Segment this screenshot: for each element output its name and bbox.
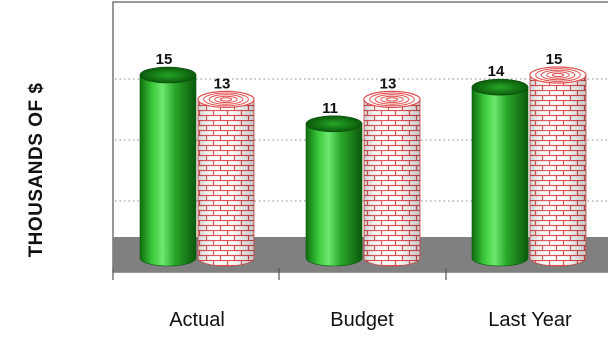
- data-label: 15: [156, 51, 173, 68]
- data-label: 15: [546, 51, 563, 68]
- bar-last-year-series-2: [529, 66, 587, 267]
- data-label: 14: [488, 63, 505, 80]
- data-label: 11: [322, 100, 338, 117]
- bar-budget-series-1: [305, 115, 363, 267]
- data-label: 13: [380, 75, 397, 92]
- y-axis-title: THOUSANDS OF $: [26, 83, 47, 258]
- bar-actual-series-2: [197, 90, 255, 267]
- bar-budget-series-2: [363, 90, 421, 267]
- bar-last-year-series-1: [471, 78, 529, 267]
- bars: 15 13 11 13 14 15: [139, 51, 587, 267]
- x-tick-label: Actual: [169, 309, 225, 331]
- x-tick-label: Budget: [330, 309, 394, 331]
- data-label: 13: [214, 75, 231, 92]
- x-tick-label: Last Year: [488, 309, 572, 331]
- x-ticks: Actual Budget Last Year: [112, 268, 572, 331]
- bar-actual-series-1: [139, 66, 197, 267]
